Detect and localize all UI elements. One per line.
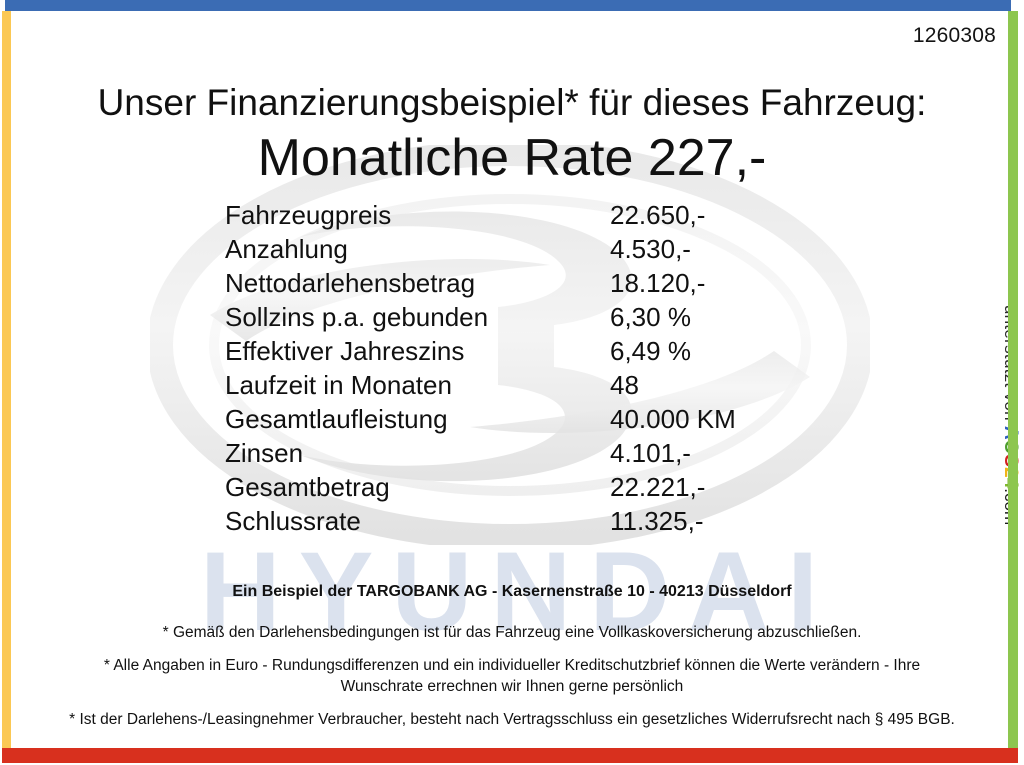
table-row: Schlussrate 11.325,-	[225, 506, 785, 540]
bank-disclaimer: Ein Beispiel der TARGOBANK AG - Kasernen…	[232, 583, 792, 600]
right-accent-bar	[1008, 11, 1018, 749]
legal-notes: * Gemäß den Darlehensbedingungen ist für…	[62, 622, 962, 730]
legal-note: * Alle Angaben in Euro - Rundungsdiffere…	[103, 657, 921, 696]
table-row: Zinsen 4.101,-	[225, 438, 785, 472]
table-row: Gesamtbetrag 22.221,-	[225, 472, 785, 506]
legal-note: * Gemäß den Darlehensbedingungen ist für…	[162, 624, 862, 641]
legal-note: * Ist der Darlehens-/Leasingnehmer Verbr…	[69, 711, 955, 729]
table-row: Effektiver Jahreszins 6,49 %	[225, 336, 785, 370]
row-value: 4.530,-	[610, 234, 691, 264]
row-value: 40.000 KM	[610, 404, 736, 434]
row-label: Sollzins p.a. gebunden	[225, 302, 489, 332]
table-row: Fahrzeugpreis 22.650,-	[225, 200, 785, 234]
top-accent-bar	[5, 0, 1011, 11]
table-row: Gesamtlaufleistung 40.000 KM	[225, 404, 785, 438]
row-label: Fahrzeugpreis	[225, 200, 392, 230]
row-label: Effektiver Jahreszins	[225, 336, 465, 366]
row-label: Laufzeit in Monaten	[225, 370, 452, 400]
row-label: Schlussrate	[225, 506, 361, 536]
monthly-rate-heading: Monatliche Rate 227,-	[257, 129, 767, 187]
finance-table: Fahrzeugpreis 22.650,- Anzahlung 4.530,-…	[225, 200, 785, 540]
table-row: Sollzins p.a. gebunden 6,30 %	[225, 302, 785, 336]
document-id: 1260308	[912, 24, 996, 47]
table-row: Anzahlung 4.530,-	[225, 234, 785, 268]
row-label: Gesamtbetrag	[225, 472, 390, 502]
row-label: Zinsen	[225, 438, 304, 468]
row-label: Anzahlung	[225, 234, 348, 264]
row-value: 6,49 %	[610, 336, 691, 366]
row-value: 48	[610, 370, 639, 400]
row-value: 6,30 %	[610, 302, 691, 332]
row-label: Nettodarlehensbetrag	[225, 268, 476, 298]
row-label: Gesamtlaufleistung	[225, 404, 448, 434]
left-accent-bar	[2, 11, 11, 749]
row-value: 4.101,-	[610, 438, 691, 468]
row-value: 22.650,-	[610, 200, 706, 230]
table-row: Laufzeit in Monaten 48	[225, 370, 785, 404]
table-row: Nettodarlehensbetrag 18.120,-	[225, 268, 785, 302]
row-value: 22.221,-	[610, 472, 706, 502]
row-value: 11.325,-	[610, 506, 704, 536]
page-title: Unser Finanzierungsbeispiel* für dieses …	[97, 82, 927, 123]
row-value: 18.120,-	[610, 268, 706, 298]
bottom-accent-bar	[2, 748, 1018, 763]
